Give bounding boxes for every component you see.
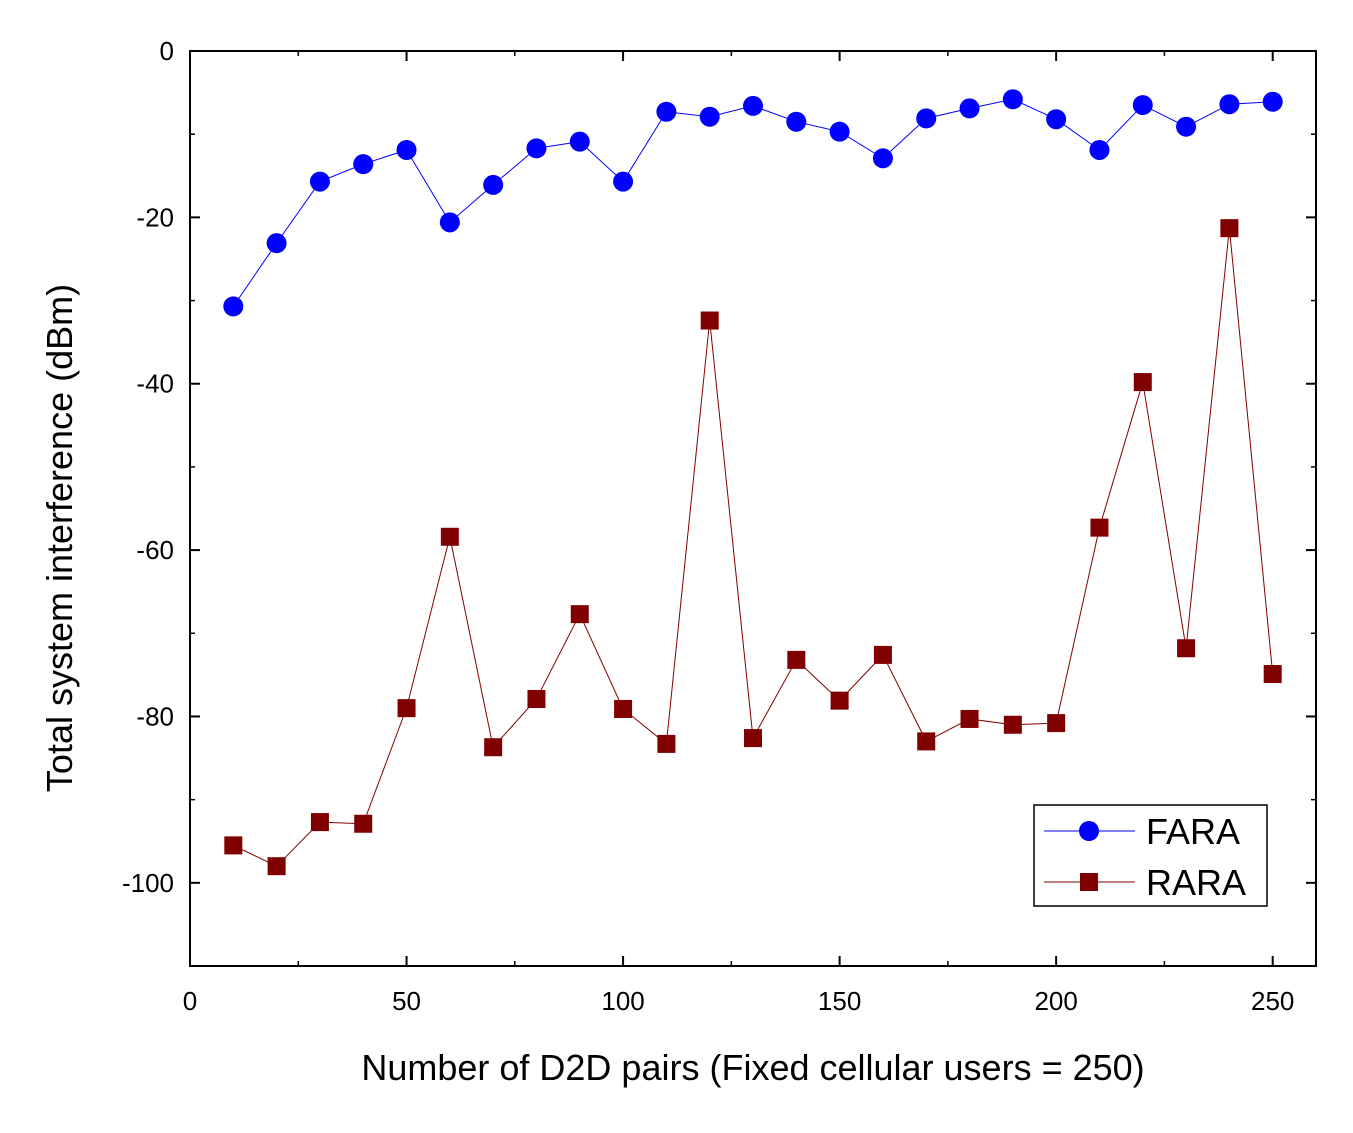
fara-point: [483, 174, 504, 195]
fara-point: [1002, 89, 1023, 110]
legend-label-rara: RARA: [1146, 862, 1246, 903]
legend-marker-fara: [1079, 821, 1099, 841]
rara-point: [570, 605, 589, 624]
rara-point: [917, 732, 936, 751]
series-layer: [223, 89, 1283, 876]
rara-point: [440, 527, 459, 546]
fara-point: [1219, 94, 1240, 115]
rara-point: [310, 813, 329, 832]
rara-point: [484, 738, 503, 757]
fara-point: [786, 111, 807, 132]
rara-point: [657, 734, 676, 753]
rara-point: [614, 699, 633, 718]
fara-point: [1262, 91, 1283, 112]
legend-marker-rara: [1080, 873, 1098, 891]
fara-point: [872, 148, 893, 169]
rara-point: [744, 729, 762, 748]
fara-point: [526, 138, 547, 159]
fara-point: [656, 101, 677, 122]
fara-point: [439, 212, 460, 233]
rara-point: [1090, 518, 1109, 537]
x-tick-label: 250: [1251, 986, 1294, 1016]
y-tick-label: -100: [122, 868, 174, 898]
rara-point: [1263, 665, 1282, 684]
fara-point: [353, 154, 374, 175]
rara-point: [1047, 714, 1066, 733]
rara-point: [1220, 219, 1239, 238]
legend-box: [1033, 804, 1268, 907]
rara-point: [1003, 715, 1022, 734]
fara-point: [309, 171, 330, 192]
fara-point: [1132, 95, 1153, 116]
fara-point: [223, 296, 244, 317]
rara-point: [224, 836, 243, 855]
rara-point: [830, 691, 849, 710]
y-tick-label: -60: [136, 535, 174, 565]
legend: FARA RARA: [1033, 804, 1268, 907]
rara-point: [960, 709, 979, 728]
fara-point: [1046, 109, 1067, 130]
rara-point: [354, 814, 373, 833]
x-tick-label: 200: [1034, 986, 1077, 1016]
fara-point: [266, 233, 287, 254]
legend-label-fara: FARA: [1146, 811, 1240, 852]
y-tick-label: -80: [136, 701, 174, 731]
y-tick-label: 0: [160, 36, 174, 66]
rara-point: [787, 650, 806, 669]
rara-point: [700, 311, 719, 330]
y-tick-label: -40: [136, 369, 174, 399]
axis-ticks: 0 50 100 150 200 250 0 -20 -40 -60 -80 -100: [122, 36, 1316, 1016]
fara-series-line: [232, 98, 1273, 307]
rara-series-line: [233, 228, 1274, 867]
rara-point: [527, 689, 546, 708]
fara-point: [613, 171, 634, 192]
rara-point: [1133, 373, 1152, 392]
fara-point: [1089, 139, 1110, 160]
fara-point: [396, 139, 417, 160]
x-tick-label: 0: [183, 986, 197, 1016]
plot-frame: [189, 50, 1317, 967]
rara-point: [397, 699, 416, 718]
fara-point: [829, 121, 850, 142]
x-tick-label: 100: [601, 986, 644, 1016]
rara-point: [267, 857, 286, 876]
x-axis-title: Number of D2D pairs (Fixed cellular user…: [361, 1047, 1144, 1088]
rara-point: [873, 645, 892, 664]
fara-point: [959, 98, 980, 119]
fara-point: [569, 131, 590, 152]
x-tick-label: 50: [392, 986, 421, 1016]
x-tick-label: 150: [818, 986, 861, 1016]
y-tick-label: -20: [136, 202, 174, 232]
fara-point: [699, 106, 720, 127]
fara-point: [743, 95, 763, 116]
fara-point: [1176, 116, 1197, 137]
y-axis-title: Total system interference (dBm): [39, 284, 80, 792]
rara-point: [1177, 639, 1196, 658]
fara-point: [916, 108, 937, 129]
